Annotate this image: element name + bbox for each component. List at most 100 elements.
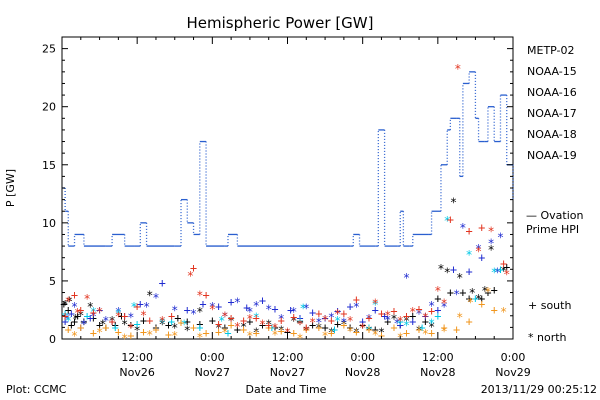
point-south-noaa-19: + [90,305,97,319]
point-north-noaa-19: * [321,313,328,327]
point-north-noaa-19: * [347,314,354,328]
point-north-noaa-16: * [115,307,122,321]
point-south-noaa-18: + [328,326,335,340]
point-south-metp-02: + [196,317,203,331]
point-south-noaa-18: + [403,326,410,340]
point-south-noaa-18: + [152,323,159,337]
point-south-metp-02: + [497,262,504,276]
point-south-metp-02: + [484,286,491,300]
point-south-noaa-18: + [202,326,209,340]
axis-ticks: 0 5 10 15 20 25 12:00 Nov26 0:00 Nov27 12:00 Nov27 0… [42,36,531,379]
point-south-noaa-18: + [491,303,498,317]
point-south-metp-02: + [246,315,253,329]
point-south-noaa-18: + [290,326,297,340]
point-south-noaa-15: + [478,251,485,265]
point-south-metp-02: + [459,286,466,300]
point-south-noaa-19: + [303,320,310,334]
point-south-noaa-19: + [378,306,385,320]
point-north-noaa-15: * [494,265,501,279]
point-north-metp-02: * [437,262,444,276]
point-south-noaa-15: + [359,315,366,329]
point-north-noaa-19: * [334,307,341,321]
point-north-noaa-19: * [74,306,81,320]
point-north-noaa-16: * [300,301,307,315]
point-south-metp-02: + [309,318,316,332]
point-north-noaa-15: * [353,300,360,314]
point-north-metp-02: * [475,292,482,306]
point-south-noaa-18: + [478,297,485,311]
point-south-metp-02: + [80,315,87,329]
point-north-noaa-15: * [71,300,78,314]
point-south-noaa-18: + [265,320,272,334]
x-tick-label-date: Nov26 [119,366,154,379]
point-south-noaa-16: + [434,309,441,323]
point-north-noaa-15: * [80,318,87,332]
point-north-metp-02: * [328,326,335,340]
point-north-noaa-15: * [415,307,422,321]
point-north-noaa-16: * [403,319,410,333]
point-south-noaa-16: + [419,320,426,334]
point-north-metp-02: * [278,323,285,337]
point-north-noaa-15: * [171,304,178,318]
point-north-metp-02: * [87,300,94,314]
point-north-noaa-19: * [372,297,379,311]
y-tick-label: 25 [42,43,56,56]
point-south-noaa-19: + [134,299,141,313]
point-south-noaa-18: + [303,323,310,337]
point-south-noaa-18: + [65,323,72,337]
point-north-metp-02: * [290,314,297,328]
point-south-noaa-19: + [466,224,473,238]
point-north-noaa-19: * [384,308,391,322]
point-south-metp-02: + [221,320,228,334]
point-north-noaa-19: * [234,320,241,334]
point-south-metp-02: + [466,291,473,305]
point-south-noaa-18: + [365,323,372,337]
y-axis-label: P [GW] [4,169,17,207]
point-north-noaa-15: * [497,230,504,244]
point-north-noaa-18: * [121,332,128,346]
point-north-noaa-15: * [440,300,447,314]
point-south-noaa-16: + [268,320,275,334]
point-south-metp-02: + [209,313,216,327]
point-north-metp-02: * [72,312,79,326]
point-north-noaa-16: * [159,315,166,329]
point-south-noaa-18: + [453,323,460,337]
point-north-metp-02: * [265,318,272,332]
point-north-noaa-15: * [127,311,134,325]
y-tick-label: 15 [42,159,56,172]
point-south-noaa-18: + [90,326,97,340]
point-north-noaa-16: * [372,298,379,312]
point-south-noaa-19: + [365,311,372,325]
point-north-metp-02: * [99,318,106,332]
point-north-noaa-15: * [315,315,322,329]
point-north-noaa-15: * [365,312,372,326]
x-tick-label-date: Nov29 [495,366,530,379]
point-south-noaa-15: + [434,303,441,317]
point-north-metp-02: * [428,320,435,334]
point-south-noaa-15: + [199,297,206,311]
point-north-noaa-16: * [253,311,260,325]
point-south-noaa-19: + [108,315,115,329]
point-north-noaa-15: * [394,316,401,330]
point-south-metp-02: + [434,291,441,305]
point-north-noaa-15: * [459,221,466,235]
point-south-metp-02: + [384,315,391,329]
point-north-noaa-16: * [444,214,451,228]
point-north-noaa-15: * [152,291,159,305]
data-points: +++++ + + + + +++ + + + + + + + + ++ + + + + + + + + ++ ++ ++ + + + +… [60,62,510,345]
point-north-noaa-15: * [384,313,391,327]
point-south-noaa-18: + [102,320,109,334]
point-south-noaa-15: + [87,311,94,325]
point-north-noaa-15: * [253,299,260,313]
x-tick-label-time: 0:00 [501,351,526,364]
point-south-noaa-16: + [296,313,303,327]
point-south-noaa-15: + [296,311,303,325]
point-south-noaa-15: + [309,305,316,319]
y-tick-label: 0 [49,333,56,346]
point-south-metp-02: + [397,318,404,332]
point-north-metp-02: * [403,314,410,328]
point-north-metp-02: * [171,321,178,335]
point-north-noaa-18: * [440,325,447,339]
point-south-noaa-15: + [243,301,250,315]
